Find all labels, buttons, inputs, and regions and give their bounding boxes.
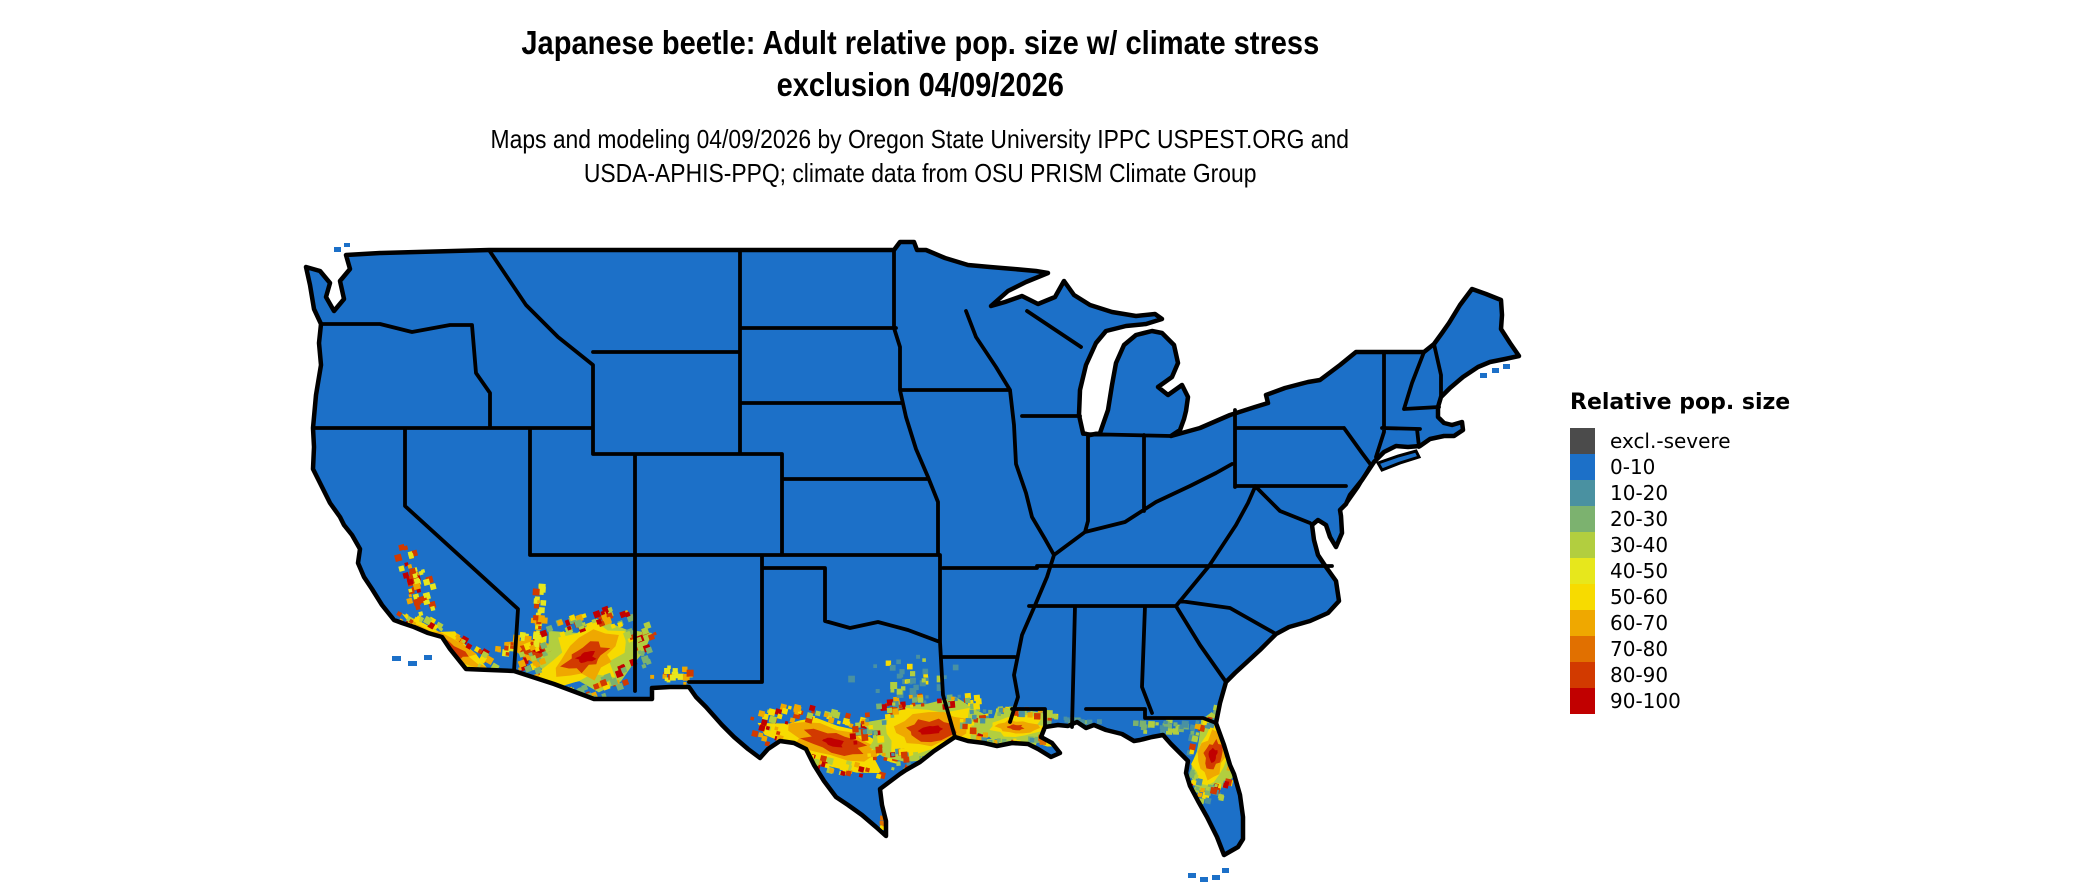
island-dot [334,247,341,252]
hotspot-texas-hill-country [750,703,919,780]
island-dot [1480,373,1487,378]
legend-swatch-70-80 [1570,636,1595,662]
legend-item: 60-70 [1570,610,1870,636]
legend-item: excl.-severe [1570,428,1870,454]
figure-subtitle: Maps and modeling 04/09/2026 by Oregon S… [0,122,1840,190]
legend-label: 90-100 [1610,689,1681,713]
island-dot [344,243,350,247]
subtitle-line-1: Maps and modeling 04/09/2026 by Oregon S… [490,124,1350,154]
legend-item: 20-30 [1570,506,1870,532]
legend-item: 10-20 [1570,480,1870,506]
legend-item: 80-90 [1570,662,1870,688]
legend-title: Relative pop. size [1570,390,1791,415]
legend-label: 40-50 [1610,559,1669,583]
legend-swatch-excl.-severe [1570,428,1595,454]
legend-item: 30-40 [1570,532,1870,558]
island-dot [1222,868,1229,873]
legend-label: 80-90 [1610,663,1669,687]
legend-items: excl.-severe 0-10 10-20 20-30 30-40 40-50 50-6… [1570,428,1870,714]
legend-label: 30-40 [1610,533,1669,557]
legend-swatch-30-40 [1570,532,1595,558]
hotspot-new-mexico-border [650,665,694,686]
island-dot [1503,364,1510,369]
subtitle-line-2: USDA-APHIS-PPQ; climate data from OSU PR… [583,158,1257,188]
legend-label: 10-20 [1610,481,1669,505]
legend-label: 50-60 [1610,585,1669,609]
legend-item: 0-10 [1570,454,1870,480]
island-dot [392,656,401,661]
islands [334,243,1510,882]
hotspot-central-valley-socal [394,543,437,620]
island-dot [1188,873,1196,878]
hotspot-north-texas-speckle [848,654,959,708]
legend-item: 90-100 [1570,688,1870,714]
island-dot [1212,875,1220,880]
hotspot-florida-panhandle [1132,716,1195,735]
legend-swatch-60-70 [1570,610,1595,636]
legend-swatch-40-50 [1570,558,1595,584]
legend-label: 70-80 [1610,637,1669,661]
legend-label: 0-10 [1610,455,1656,479]
title-line-2: exclusion 04/09/2026 [776,66,1064,103]
state-borders [311,248,1443,739]
legend-item: 50-60 [1570,584,1870,610]
island-dot [1492,368,1499,373]
title-line-1: Japanese beetle: Adult relative pop. siz… [521,24,1319,61]
legend-swatch-20-30 [1570,506,1595,532]
legend-item: 70-80 [1570,636,1870,662]
legend-label: 60-70 [1610,611,1669,635]
legend-swatch-50-60 [1570,584,1595,610]
legend-swatch-10-20 [1570,480,1595,506]
legend-swatch-0-10 [1570,454,1595,480]
island-dot [408,661,417,666]
legend-swatch-90-100 [1570,688,1595,714]
island-dot [1200,877,1208,882]
long-island [1375,449,1422,472]
legend: Relative pop. size excl.-severe 0-10 10-20… [1570,390,1870,714]
island-dot [424,655,432,660]
legend-label: excl.-severe [1610,429,1731,453]
legend-item: 40-50 [1570,558,1870,584]
us-map [300,225,1540,882]
figure-title: Japanese beetle: Adult relative pop. siz… [0,22,1840,106]
legend-swatch-80-90 [1570,662,1595,688]
legend-label: 20-30 [1610,507,1669,531]
